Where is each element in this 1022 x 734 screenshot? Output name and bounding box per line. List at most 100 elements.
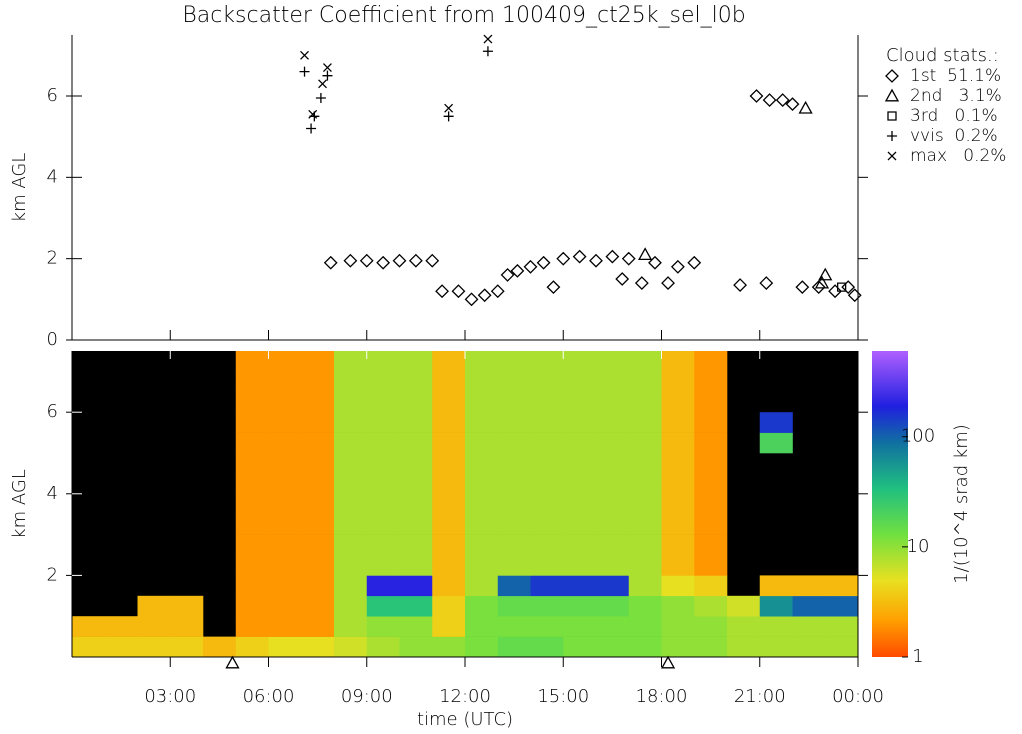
heat-cell [72,636,106,658]
heat-cell [399,473,433,495]
heat-cell [235,493,269,515]
heat-cell [530,534,564,556]
heat-cell [825,595,859,617]
heat-cell [694,534,728,556]
heat-cell [497,453,531,474]
heat-cell [268,575,302,597]
marker [483,34,493,44]
heat-cell [465,636,499,658]
marker [443,111,454,122]
heat-cell [694,432,728,454]
heat-cell [301,493,335,515]
heat-cell [170,636,204,658]
heat-cell [301,412,335,433]
marker [464,292,479,307]
marker [605,249,620,264]
heat-cell [432,616,466,637]
heat-cell [465,453,499,474]
heat-cell [268,493,302,515]
heat-cell [465,595,499,617]
heat-cell [661,575,695,597]
heat-cell [628,473,662,495]
heat-cell [399,534,433,556]
heat-cell [399,616,433,637]
marker [811,280,826,295]
heat-cell [366,616,400,637]
heat-cell [563,432,597,454]
marker [510,263,525,278]
heat-cell [366,514,400,535]
heat-cell [235,575,269,597]
heat-cell [530,636,564,658]
heat-cell [399,453,433,474]
heat-cell [694,412,728,433]
heat-cell [235,391,269,413]
x-tick-label: 18:00 [636,686,688,707]
marker [661,276,675,290]
colorbar-label: 1/(10^4 srad km) [951,424,972,584]
heat-cell [334,575,368,597]
y-tick-label: 2 [47,248,58,269]
heat-cell [563,473,597,495]
heat-cell [563,575,597,597]
heat-cell [628,616,662,637]
heat-cell [596,575,630,597]
marker [300,50,309,60]
heat-cell [432,636,466,658]
colorbar-tick-label: 100 [901,426,935,447]
heat-cell [497,616,531,637]
heat-cell [301,616,335,637]
x-axis-title: time (UTC) [417,709,513,730]
heat-cell [334,351,368,372]
colorbar-tick-label: 10 [907,536,930,557]
heat-cell [268,514,302,535]
heat-cell [235,453,269,474]
heat-cell [334,391,368,413]
heat-cell [334,453,368,474]
heat-cell [301,595,335,617]
heat-cell [334,555,368,576]
heat-cell [759,412,793,433]
heat-cell [137,595,171,617]
heat-cell [694,575,728,597]
heat-cell [268,351,302,372]
marker [322,63,332,72]
marker [670,259,685,274]
heat-cell [203,636,237,658]
heat-cell [399,636,433,658]
heat-cell [825,636,859,658]
heat-cell [497,432,531,454]
marker [408,253,423,268]
heat-cell [72,616,106,637]
heat-cell [235,473,269,495]
heat-cell [694,493,728,515]
marker [523,259,538,274]
heat-cell [497,555,531,576]
heat-cell [268,432,302,454]
heat-cell [268,555,302,576]
marker [318,79,327,89]
heat-cell [530,514,564,535]
heat-cell [497,514,531,535]
heat-cell [399,493,433,515]
heat-cell [596,616,630,637]
x-tick-label: 15:00 [537,686,589,707]
legend-label: vvis 0.2% [910,126,998,146]
heat-cell [596,636,630,658]
marker [299,66,310,77]
marker [621,251,636,266]
heat-cell [366,534,400,556]
heat-cell [399,391,433,413]
heat-cell [661,493,695,515]
marker [451,284,466,299]
heat-cell [334,493,368,515]
heat-cell [301,575,335,597]
heat-cell [399,595,433,617]
heat-cell [235,555,269,576]
heat-cell [399,514,433,535]
heat-cell [465,493,499,515]
heat-cell [661,595,695,617]
heat-cell [137,616,171,637]
x-tick-label: 21:00 [734,686,786,707]
heat-cell [137,636,171,658]
